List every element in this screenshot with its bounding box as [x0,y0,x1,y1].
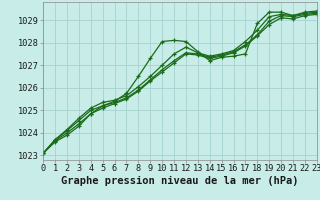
X-axis label: Graphe pression niveau de la mer (hPa): Graphe pression niveau de la mer (hPa) [61,176,299,186]
